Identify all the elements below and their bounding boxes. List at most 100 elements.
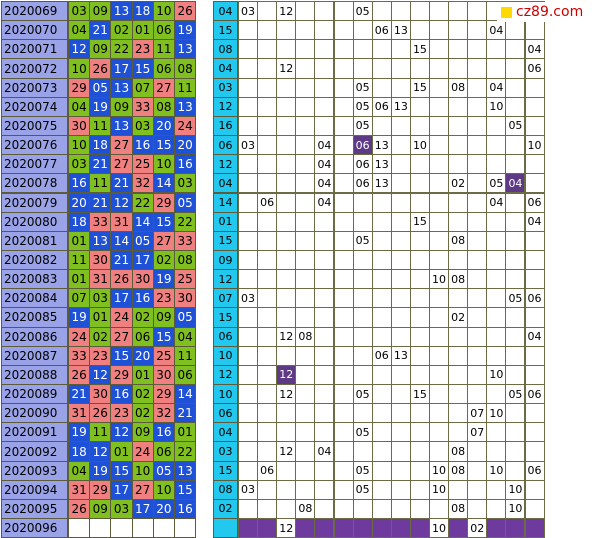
red-ball-number: 24 bbox=[131, 441, 154, 462]
trend-cell bbox=[333, 518, 354, 538]
trend-cell: 08 bbox=[448, 460, 469, 481]
trend-cell bbox=[448, 154, 469, 175]
trend-cell bbox=[448, 192, 469, 213]
trend-cell bbox=[333, 345, 354, 366]
trend-cell bbox=[371, 384, 392, 405]
trend-cell bbox=[486, 135, 507, 156]
trend-cell bbox=[486, 269, 507, 290]
trend-cell: 06 bbox=[524, 288, 545, 309]
red-ball-number: 12 bbox=[68, 39, 91, 60]
trend-cell bbox=[409, 288, 430, 309]
trend-cell bbox=[238, 384, 259, 405]
trend-cell bbox=[295, 211, 316, 232]
trend-cell bbox=[257, 77, 278, 98]
red-ball-number: 22 bbox=[110, 39, 133, 60]
trend-cell bbox=[429, 39, 450, 60]
trend-cell bbox=[467, 192, 488, 213]
red-ball-number: 29 bbox=[89, 479, 112, 500]
red-ball-number: 11 bbox=[89, 115, 112, 137]
trend-cell bbox=[409, 154, 430, 175]
trend-cell bbox=[390, 307, 411, 328]
trend-cell bbox=[429, 96, 450, 117]
trend-cell bbox=[295, 192, 316, 213]
red-ball-number: 26 bbox=[68, 498, 91, 520]
trend-cell bbox=[314, 230, 335, 251]
trend-cell: 08 bbox=[295, 498, 316, 520]
trend-cell bbox=[371, 460, 392, 481]
trend-cell bbox=[390, 154, 411, 175]
red-ball-number: 17 bbox=[131, 249, 154, 271]
red-ball-number: 11 bbox=[174, 77, 197, 98]
trend-cell bbox=[524, 307, 545, 328]
trend-cell: 06 bbox=[352, 154, 373, 175]
trend-cell: 06 bbox=[371, 345, 392, 366]
red-ball-number: 06 bbox=[174, 364, 197, 385]
trend-cell bbox=[352, 498, 373, 520]
red-ball-number: 02 bbox=[131, 384, 154, 405]
red-ball-number: 21 bbox=[174, 403, 197, 424]
trend-cell bbox=[486, 249, 507, 271]
trend-cell bbox=[333, 96, 354, 117]
trend-cell: 06 bbox=[257, 460, 278, 481]
trend-cell bbox=[276, 269, 297, 290]
issue-number: 2020089 bbox=[1, 384, 68, 405]
red-ball-number: 12 bbox=[110, 422, 133, 443]
trend-cell bbox=[257, 115, 278, 137]
trend-cell: 08 bbox=[448, 498, 469, 520]
red-ball-number: 26 bbox=[174, 1, 197, 22]
trend-cell: 02 bbox=[467, 518, 488, 538]
trend-cell bbox=[371, 115, 392, 137]
blue-ball-number: 12 bbox=[213, 269, 238, 290]
trend-cell bbox=[295, 345, 316, 366]
trend-cell bbox=[467, 96, 488, 117]
trend-cell bbox=[333, 1, 354, 22]
trend-cell: 12 bbox=[276, 518, 297, 538]
trend-cell bbox=[390, 192, 411, 213]
trend-cell bbox=[390, 498, 411, 520]
trend-cell: 05 bbox=[352, 230, 373, 251]
trend-cell bbox=[238, 115, 259, 137]
trend-cell bbox=[295, 269, 316, 290]
trend-cell bbox=[276, 135, 297, 156]
trend-cell bbox=[295, 39, 316, 60]
trend-cell: 10 bbox=[429, 479, 450, 500]
red-ball-number: 14 bbox=[174, 384, 197, 405]
empty-ball-slot bbox=[110, 518, 133, 538]
trend-cell: 03 bbox=[238, 135, 259, 156]
trend-cell bbox=[486, 230, 507, 251]
blue-ball-number: 12 bbox=[213, 364, 238, 385]
trend-cell bbox=[448, 20, 469, 41]
issue-number: 2020074 bbox=[1, 96, 68, 117]
trend-cell bbox=[295, 460, 316, 481]
trend-cell bbox=[295, 1, 316, 22]
trend-cell bbox=[467, 173, 488, 194]
red-ball-number: 10 bbox=[131, 460, 154, 481]
blue-ball-number: 12 bbox=[213, 96, 238, 117]
red-ball-number: 08 bbox=[174, 249, 197, 271]
blue-ball-number: 01 bbox=[213, 211, 238, 232]
trend-cell bbox=[238, 460, 259, 481]
trend-cell bbox=[409, 192, 430, 213]
trend-cell bbox=[276, 39, 297, 60]
trend-cell bbox=[371, 39, 392, 60]
trend-cell: 10 bbox=[486, 364, 507, 385]
trend-cell bbox=[505, 422, 526, 443]
empty-blue-slot bbox=[213, 518, 238, 538]
trend-cell bbox=[333, 288, 354, 309]
red-ball-number: 21 bbox=[68, 384, 91, 405]
red-ball-number: 29 bbox=[152, 384, 175, 405]
trend-cell bbox=[314, 115, 335, 137]
blue-ball-number: 04 bbox=[213, 58, 238, 79]
trend-cell: 04 bbox=[486, 20, 507, 41]
empty-ball-slot bbox=[152, 518, 175, 538]
issue-number: 2020088 bbox=[1, 364, 68, 385]
trend-cell bbox=[390, 422, 411, 443]
red-ball-number: 19 bbox=[89, 460, 112, 481]
red-ball-number: 04 bbox=[174, 326, 197, 347]
trend-cell bbox=[257, 211, 278, 232]
red-ball-number: 01 bbox=[110, 441, 133, 462]
trend-cell bbox=[333, 498, 354, 520]
red-ball-number: 26 bbox=[68, 364, 91, 385]
trend-cell bbox=[257, 307, 278, 328]
